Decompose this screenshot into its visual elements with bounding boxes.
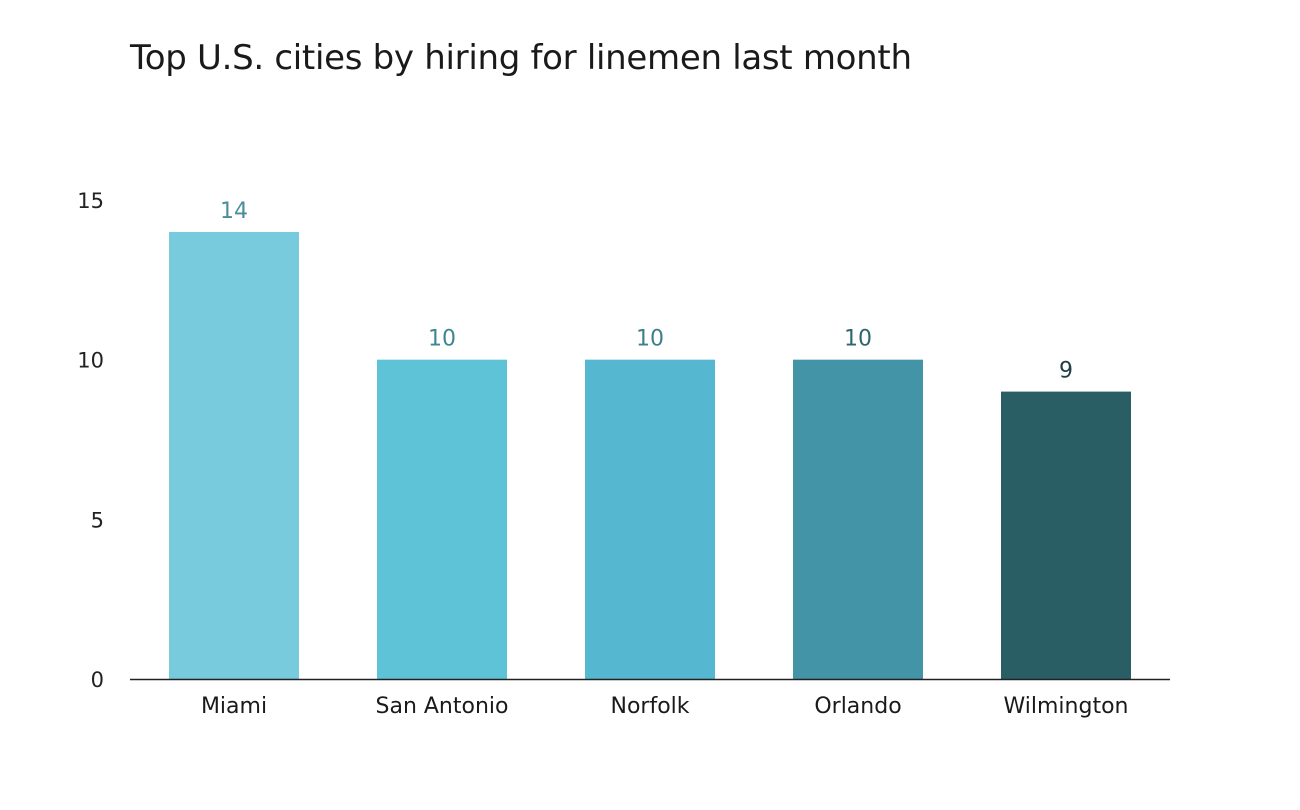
chart-title: Top U.S. cities by hiring for linemen la…	[130, 38, 912, 78]
x-tick-label: Miami	[201, 694, 267, 719]
y-tick-label: 10	[77, 349, 104, 373]
y-tick-label: 15	[77, 189, 104, 213]
x-tick-label: Orlando	[814, 694, 901, 719]
x-tick-label: Norfolk	[610, 694, 689, 719]
data-label: 10	[636, 327, 664, 352]
bar-orlando	[793, 359, 923, 679]
data-label: 14	[220, 199, 248, 224]
data-label: 10	[428, 327, 456, 352]
data-label: 9	[1059, 359, 1073, 384]
bar-miami	[169, 231, 299, 679]
y-tick-label: 0	[91, 668, 104, 692]
bar-norfolk	[585, 359, 715, 679]
x-tick-label: Wilmington	[1004, 694, 1129, 719]
bar-wilmington	[1001, 391, 1131, 679]
y-tick-label: 5	[91, 508, 104, 532]
x-tick-label: San Antonio	[376, 694, 509, 719]
data-label: 10	[844, 327, 872, 352]
bar-san-antonio	[377, 359, 507, 679]
